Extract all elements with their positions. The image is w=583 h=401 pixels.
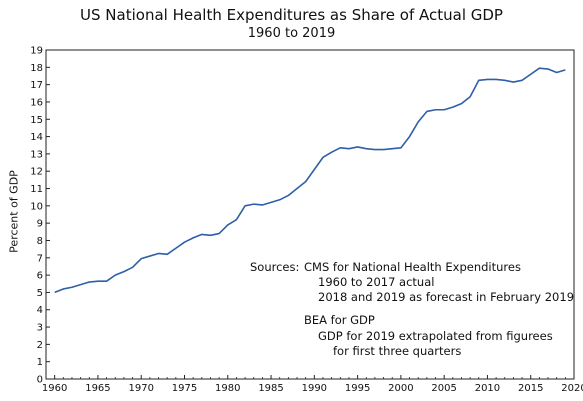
y-tick-label: 8 <box>37 236 43 247</box>
x-tick-label: 2015 <box>518 383 543 394</box>
y-tick-label: 3 <box>37 323 43 334</box>
x-tick-label: 1960 <box>42 383 67 394</box>
y-tick-label: 5 <box>37 288 43 299</box>
x-tick-label: 1970 <box>128 383 153 394</box>
axes <box>45 49 575 380</box>
annotation-line-6: for first three quarters <box>333 344 462 358</box>
y-tick-label: 6 <box>37 271 43 282</box>
x-tick-label: 1985 <box>258 383 283 394</box>
x-tick-label: 1995 <box>345 383 370 394</box>
chart-subtitle: 1960 to 2019 <box>247 26 336 41</box>
annotation-line-3: 2018 and 2019 as forecast in February 20… <box>318 290 575 304</box>
annotation-line-1: CMS for National Health Expenditures <box>304 260 521 274</box>
x-tick-label: 2000 <box>388 383 413 394</box>
y-tick-label: 10 <box>30 201 43 212</box>
y-tick-label: 4 <box>37 305 43 316</box>
annotation-sources-label: Sources: <box>250 260 300 274</box>
y-tick-label: 1 <box>37 357 43 368</box>
annotation-line-2: 1960 to 2017 actual <box>318 275 435 289</box>
x-tick-label: 1990 <box>302 383 327 394</box>
y-tick-label: 0 <box>37 375 43 386</box>
plot-frame <box>45 49 575 380</box>
x-tick-label: 1975 <box>172 383 197 394</box>
x-tick-label: 2005 <box>431 383 456 394</box>
y-tick-label: 15 <box>30 115 43 126</box>
y-tick-label: 19 <box>30 46 43 57</box>
y-tick-label: 18 <box>30 63 43 74</box>
y-tick-label: 16 <box>30 97 43 108</box>
y-tick-label: 9 <box>37 219 43 230</box>
x-tick-label: 2010 <box>475 383 500 394</box>
y-tick-label: 13 <box>30 149 43 160</box>
annotation-line-4: BEA for GDP <box>304 313 375 327</box>
x-tick-label: 1965 <box>85 383 110 394</box>
annotation-line-5: GDP for 2019 extrapolated from figurees <box>318 329 553 343</box>
x-axis-ticks: 1960 1965 1970 1975 1980 1985 1990 1995 2000 2005… <box>42 375 583 394</box>
y-tick-label: 12 <box>30 167 43 178</box>
series-group <box>54 67 566 294</box>
x-tick-label: 1980 <box>215 383 240 394</box>
y-tick-label: 11 <box>30 184 43 195</box>
series-line-0 <box>54 67 566 294</box>
y-tick-label: 17 <box>30 80 43 91</box>
y-tick-label: 14 <box>30 132 43 143</box>
chart-title: US National Health Expenditures as Share… <box>80 6 503 24</box>
y-tick-label: 2 <box>37 340 43 351</box>
y-tick-label: 7 <box>37 253 43 264</box>
